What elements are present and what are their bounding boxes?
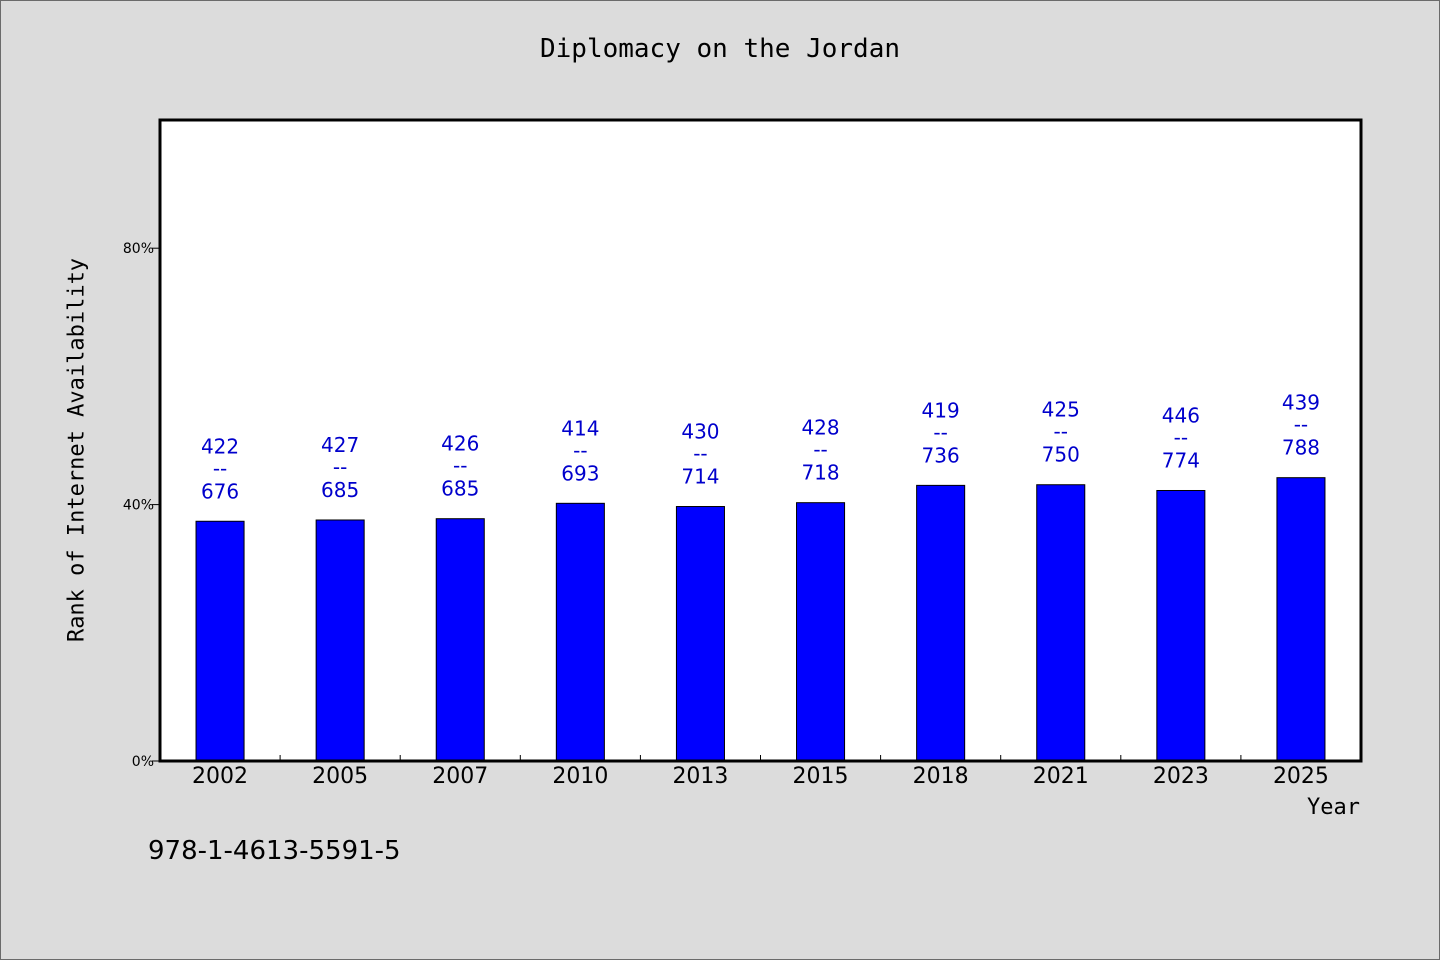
x-tick-label: 2015 <box>793 764 849 789</box>
data-label-bottom: 685 <box>321 478 359 502</box>
bar <box>195 520 245 762</box>
bar <box>555 502 605 762</box>
data-label-top: 446 <box>1162 403 1200 427</box>
data-label-top: 430 <box>681 420 719 444</box>
data-labels-layer: 422--676427--685426--685414--693430--714… <box>201 391 1320 504</box>
data-label-bottom: 693 <box>561 461 599 485</box>
data-label-separator: -- <box>1174 425 1188 449</box>
data-label-top: 422 <box>201 434 239 458</box>
data-label-separator: -- <box>333 455 347 479</box>
data-label-separator: -- <box>813 438 827 462</box>
data-label-bottom: 788 <box>1282 436 1320 460</box>
data-label-separator: -- <box>213 456 227 480</box>
data-label-top: 425 <box>1042 398 1080 422</box>
y-tick-label: 0% <box>132 754 154 770</box>
bar <box>916 484 966 762</box>
data-label-top: 428 <box>801 416 839 440</box>
plot-border <box>158 118 1363 763</box>
data-label-bottom: 750 <box>1042 443 1080 467</box>
data-label-bottom: 774 <box>1162 448 1200 472</box>
data-label-bottom: 736 <box>922 443 960 467</box>
x-tick-label: 2025 <box>1273 764 1329 789</box>
x-tick-label: 2013 <box>672 764 728 789</box>
bar <box>1036 484 1086 762</box>
data-label-top: 414 <box>561 416 599 440</box>
x-tick-label: 2023 <box>1153 764 1209 789</box>
data-label-separator: -- <box>573 438 587 462</box>
data-label-separator: -- <box>1054 420 1068 444</box>
bar <box>435 518 485 762</box>
x-tick-label: 2018 <box>913 764 969 789</box>
x-axis-label: Year <box>1307 795 1360 820</box>
data-label-separator: -- <box>453 454 467 478</box>
data-label-separator: -- <box>933 420 947 444</box>
isbn-text: 978-1-4613-5591-5 <box>148 836 401 866</box>
data-label-bottom: 685 <box>441 477 479 501</box>
x-tick-label: 2021 <box>1033 764 1089 789</box>
bar <box>675 506 725 762</box>
data-label-top: 439 <box>1282 391 1320 415</box>
x-tick-label: 2002 <box>192 764 248 789</box>
data-label-bottom: 718 <box>801 461 839 485</box>
data-label-top: 419 <box>922 398 960 422</box>
bars-layer <box>195 477 1326 762</box>
x-tick-label: 2007 <box>432 764 488 789</box>
chart-title: Diplomacy on the Jordan <box>539 34 901 64</box>
bar <box>1156 489 1206 762</box>
data-label-bottom: 714 <box>681 465 719 489</box>
x-tick-label: 2005 <box>312 764 368 789</box>
data-label-separator: -- <box>1294 413 1308 437</box>
data-label-top: 426 <box>441 432 479 456</box>
data-label-separator: -- <box>693 442 707 466</box>
ticks-layer: 0% 40% 80% 2002 2005 2007 2010 2013 2015 2018 2021… <box>123 241 1329 789</box>
data-label-bottom: 676 <box>201 479 239 503</box>
y-tick-label: 80% <box>123 241 154 257</box>
bar <box>315 519 365 762</box>
bar <box>1276 477 1326 762</box>
data-label-top: 427 <box>321 433 359 457</box>
x-tick-label: 2010 <box>552 764 608 789</box>
y-tick-label: 40% <box>123 498 154 514</box>
bar <box>796 502 846 762</box>
